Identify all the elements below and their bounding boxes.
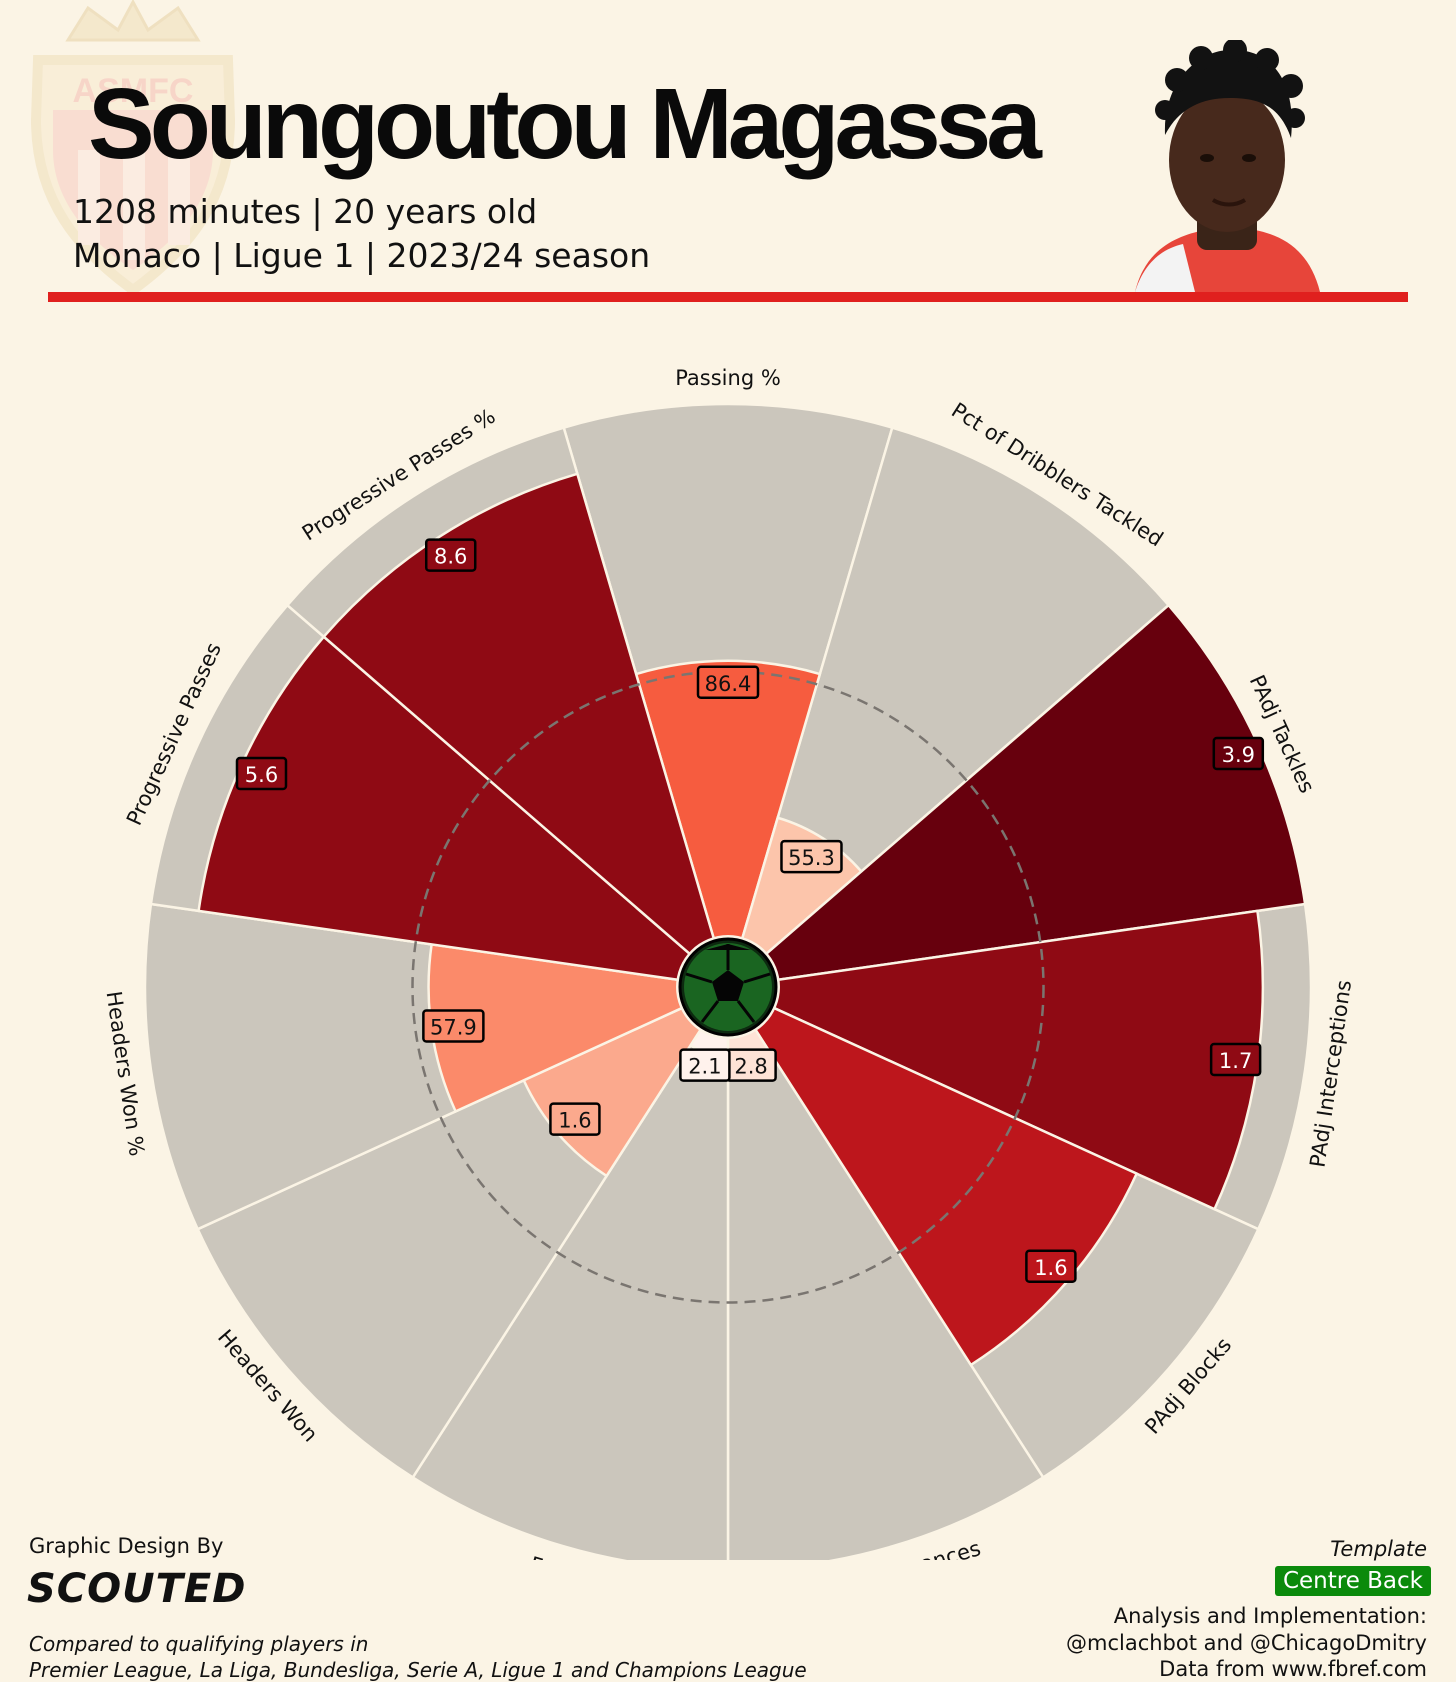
soccer-ball-icon [676,935,780,1039]
club-logo-watermark: ASMFC [30,0,236,297]
player-name: Soungoutou Magassa [88,68,1042,180]
value-label-progressive-passes-pct: 8.6 [424,538,477,572]
comparison-note-line1: Compared to qualifying players in [29,1632,369,1656]
value-text-pct-of-dribblers-tackled: 55.3 [788,846,835,870]
data-source-line: Data from www.fbref.com [1159,1657,1427,1681]
value-text-padj-blocks: 1.6 [1034,1256,1067,1280]
template-badge: Centre Back [1274,1566,1431,1596]
player-minutes-age: 1208 minutes | 20 years old [73,192,538,231]
value-text-headers-won: 1.6 [558,1109,591,1133]
value-label-padj-clearances: 2.8 [725,1048,777,1082]
value-label-headers-won-pct: 57.9 [422,1009,485,1043]
value-label-padj-interceptions: 1.7 [1209,1042,1262,1077]
value-label-padj-tackles: 3.9 [1212,736,1265,771]
player-portrait [1135,40,1320,292]
value-label-headers-won: 1.6 [549,1102,601,1136]
value-text-passing-pct: 86.4 [705,672,752,696]
value-text-headers-won-pct: 57.9 [430,1015,477,1039]
value-text-padj-clearances: 2.8 [734,1055,767,1079]
category-label-fouls: Fouls [527,1552,586,1560]
design-credit-label: Graphic Design By [29,1534,224,1558]
value-label-pct-of-dribblers-tackled: 55.3 [780,839,843,874]
value-text-progressive-passes: 5.6 [245,763,278,787]
value-label-progressive-passes: 5.6 [235,756,288,791]
template-label: Template [1330,1537,1427,1561]
radar-chart: 86.4 55.3 3.9 1.7 1.6 2.8 2.1 1.6 57.9 5.6 8.6 Pas… [101,366,1356,1560]
header-divider [48,292,1408,302]
value-text-padj-interceptions: 1.7 [1219,1049,1252,1073]
value-label-passing-pct: 86.4 [696,665,760,700]
category-label-headers-won-pct: Headers Won % [101,990,148,1158]
club-logo-text: ASMFC [73,72,194,110]
comparison-note-line2: Premier League, La Liga, Bundesliga, Ser… [29,1658,807,1682]
category-label-padj-interceptions: PAdj Interceptions [1305,978,1356,1168]
scouted-logo: SCOUTED [27,1566,247,1612]
value-text-progressive-passes-pct: 8.6 [434,545,467,569]
player-team-league-season: Monaco | Ligue 1 | 2023/24 season [73,236,651,275]
value-label-fouls: 2.1 [679,1048,731,1082]
radar-values [197,472,1307,1367]
value-text-fouls: 2.1 [688,1055,721,1079]
value-text-padj-tackles: 3.9 [1222,743,1255,767]
value-label-padj-blocks: 1.6 [1025,1249,1077,1284]
analysis-credit-line2: @mclachbot and @ChicagoDmitry [1066,1631,1427,1655]
analysis-credit-line1: Analysis and Implementation: [1113,1604,1427,1628]
radar-value-labels: 86.4 55.3 3.9 1.7 1.6 2.8 2.1 1.6 57.9 5.6 8.6 [235,538,1265,1284]
category-label-passing-pct: Passing % [675,366,781,390]
